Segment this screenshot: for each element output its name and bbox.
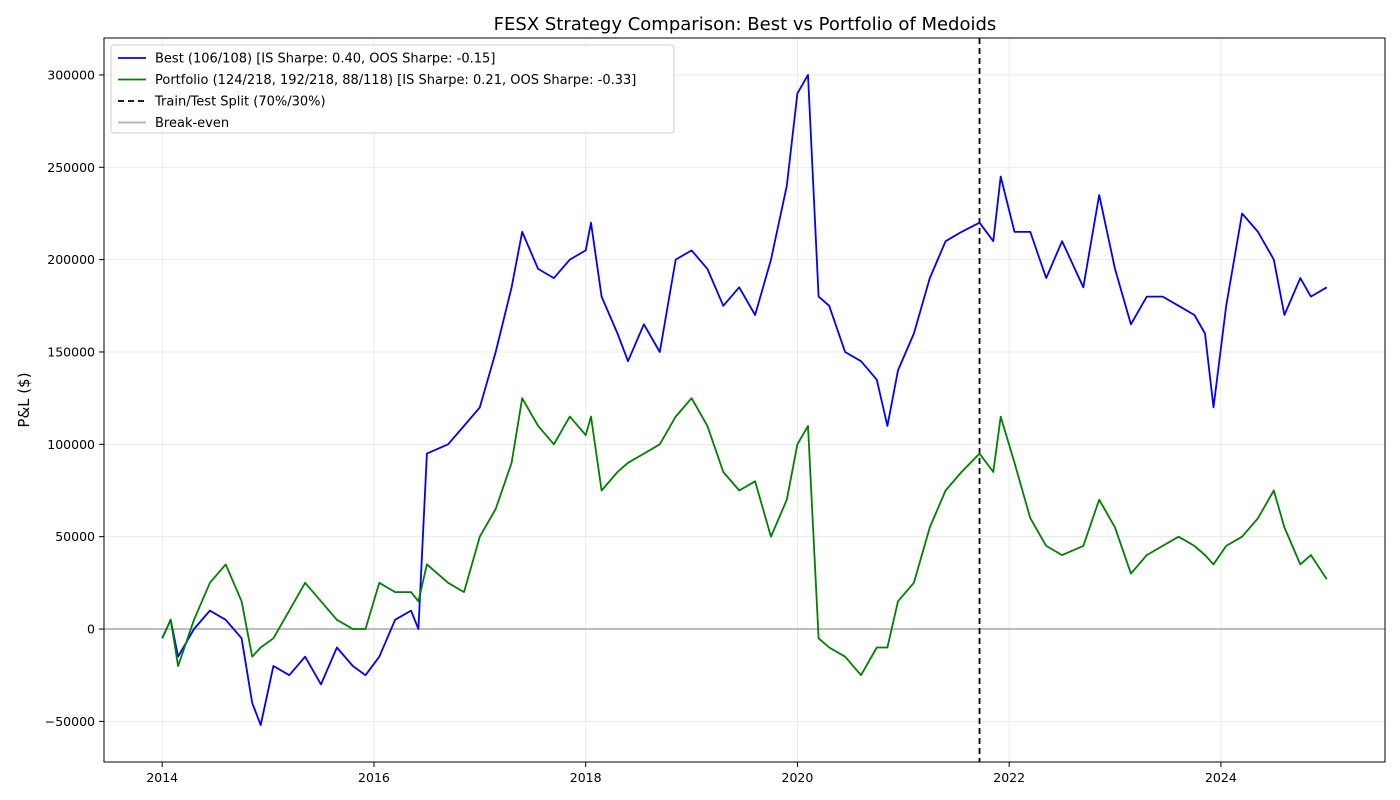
y-tick-label: 300000 [47,67,95,82]
series-lines [161,74,1328,726]
y-tick-label: −50000 [45,714,95,729]
plot-frame [103,37,1386,763]
y-tick-label: 0 [87,622,95,637]
x-tick-label: 2018 [570,770,602,785]
x-tick-label: 2024 [1205,770,1237,785]
axes: 2014 2016 2018 2020 2022 2024 −50000 0 50000 1000… [45,37,1386,785]
y-tick-label: 50000 [55,529,95,544]
series-line-best [161,74,1328,726]
reference-lines [104,38,1385,762]
legend-label: Break-even [155,116,229,131]
y-tick-label: 250000 [47,160,95,175]
legend-label: Portfolio (124/218, 192/218, 88/118) [IS… [155,73,636,88]
x-tick-label: 2014 [146,770,178,785]
chart-title: FESX Strategy Comparison: Best vs Portfo… [494,14,997,35]
x-tick-label: 2016 [358,770,390,785]
x-tick-label: 2020 [782,770,814,785]
legend: Best (106/108) [IS Sharpe: 0.40, OOS Sha… [110,44,675,134]
legend-label: Train/Test Split (70%/30%) [154,95,326,110]
x-tick-label: 2022 [993,770,1025,785]
y-tick-label: 200000 [47,252,95,267]
series-line-portfolio [161,397,1328,677]
y-tick-label: 100000 [47,437,95,452]
y-axis-label: P&L ($) [15,372,33,427]
legend-box [110,44,675,134]
y-tick-label: 150000 [47,344,95,359]
legend-label: Best (106/108) [IS Sharpe: 0.40, OOS Sha… [155,52,495,67]
